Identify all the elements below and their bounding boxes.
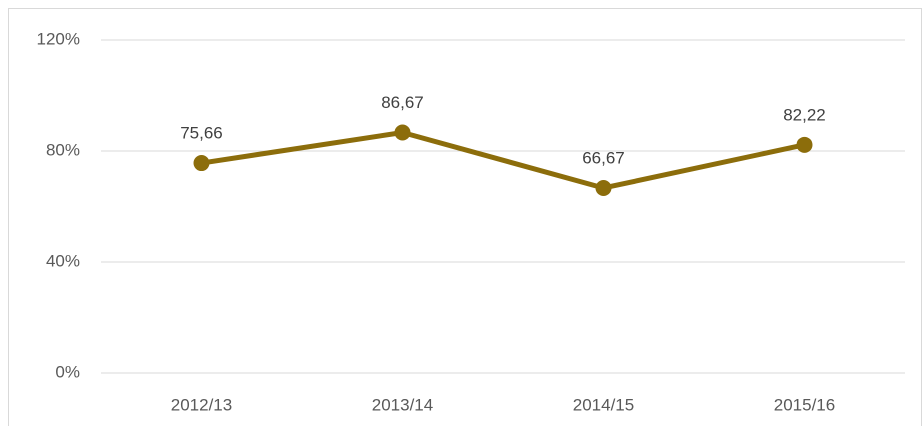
x-tick-label: 2012/13 — [171, 395, 232, 414]
marker — [796, 136, 813, 153]
marker — [394, 124, 411, 141]
line — [201, 129, 806, 191]
data-label: 82,22 — [783, 105, 826, 124]
y-tick-label: 80% — [46, 140, 80, 159]
marker — [595, 179, 612, 196]
marker — [193, 155, 210, 172]
x-tick-label: 2015/16 — [774, 395, 835, 414]
y-tick-label: 0% — [55, 362, 80, 381]
y-tick-label: 40% — [46, 251, 80, 270]
data-label: 75,66 — [180, 124, 223, 143]
x-tick-label: 2013/14 — [372, 395, 433, 414]
x-tick-label: 2014/15 — [573, 395, 634, 414]
y-tick-label: 120% — [37, 29, 80, 48]
chart-frame — [8, 8, 922, 426]
data-label: 86,67 — [381, 93, 424, 112]
data-label: 66,67 — [582, 148, 625, 167]
